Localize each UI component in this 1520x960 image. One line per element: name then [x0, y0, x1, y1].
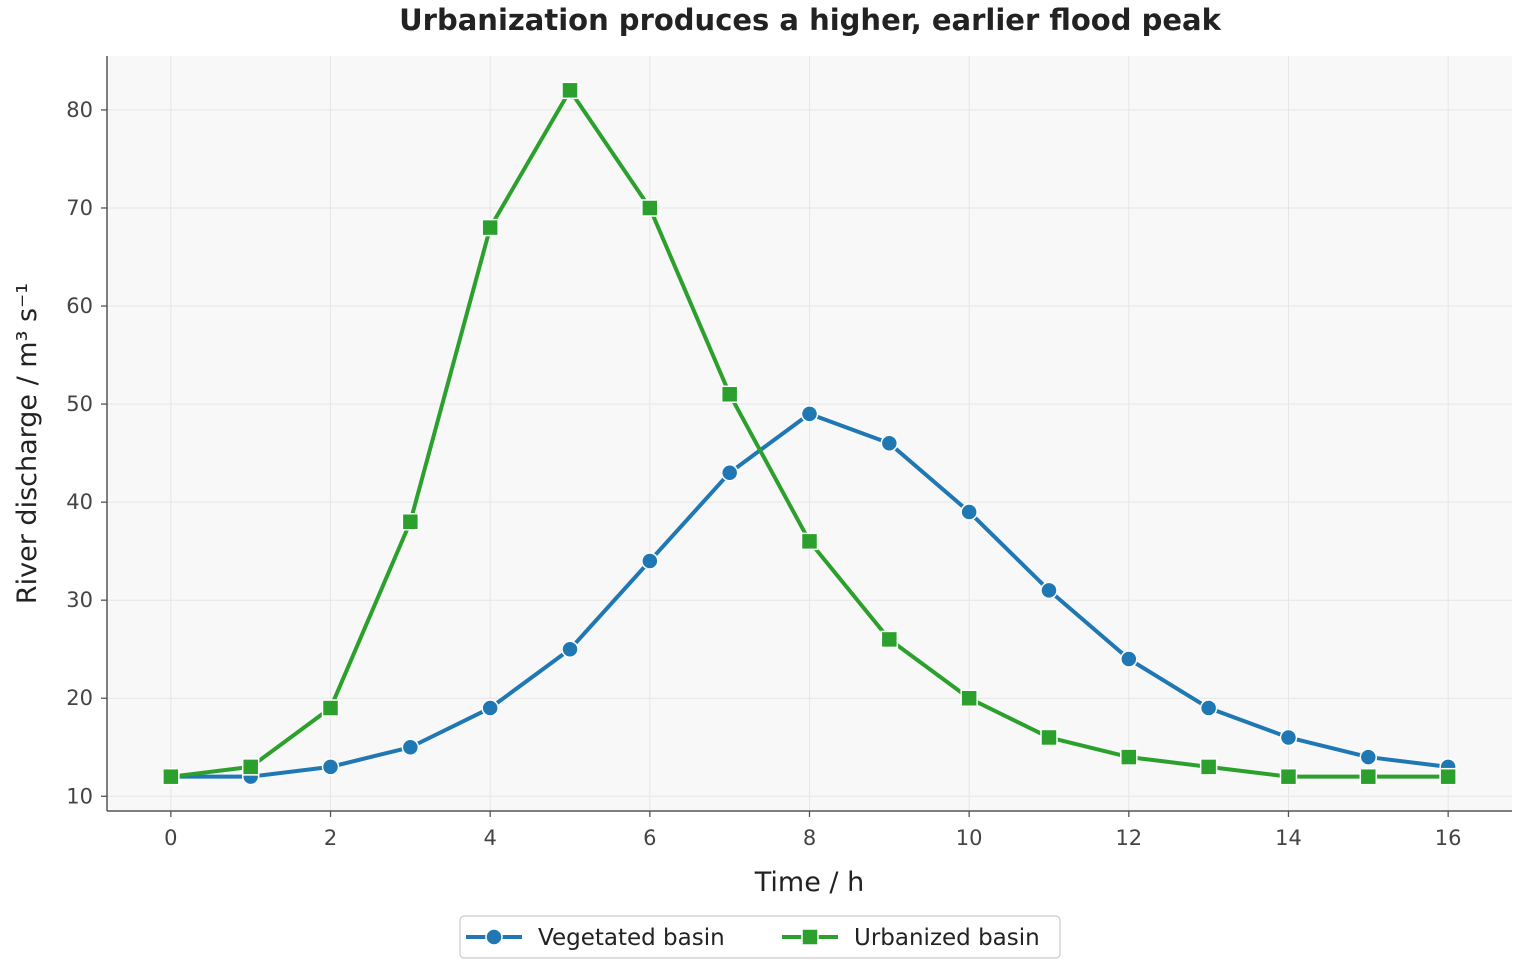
data-point-vegetated-basin	[1040, 581, 1058, 600]
data-point-vegetated-basin	[561, 640, 579, 658]
y-tick-label: 80	[66, 98, 93, 122]
legend-label: Urbanized basin	[854, 925, 1040, 951]
data-point-urbanized-basin	[720, 385, 739, 404]
series-urbanized-basin	[162, 81, 1457, 786]
data-point-vegetated-basin	[481, 699, 499, 717]
data-point-urbanized-basin	[1199, 758, 1218, 776]
grid	[107, 56, 1512, 811]
data-point-urbanized-basin	[1040, 728, 1058, 747]
legend-marker	[485, 928, 503, 946]
x-tick-label: 6	[643, 826, 656, 850]
data-point-vegetated-basin	[720, 463, 739, 482]
data-point-vegetated-basin	[960, 503, 978, 521]
x-tick-label: 4	[483, 826, 496, 850]
data-point-vegetated-basin	[800, 405, 819, 423]
x-tick-label: 14	[1275, 826, 1302, 850]
data-point-vegetated-basin	[880, 434, 899, 453]
data-point-urbanized-basin	[401, 512, 420, 531]
data-point-urbanized-basin	[960, 689, 978, 707]
legend: Vegetated basin Urbanized basin	[459, 915, 1061, 959]
x-tick-label: 2	[324, 826, 337, 850]
x-tick-label: 12	[1115, 826, 1142, 850]
y-tick-label: 50	[66, 392, 93, 416]
x-tick-label: 0	[164, 826, 177, 850]
ticks: 0 2 4 6 8 10 12 14 16 10 20 30 40 50 60 70 80	[66, 98, 1461, 850]
data-point-urbanized-basin	[641, 199, 659, 217]
legend-marker	[801, 928, 819, 946]
data-point-vegetated-basin	[1279, 728, 1298, 747]
data-point-urbanized-basin	[1120, 748, 1138, 766]
x-tick-label: 8	[803, 826, 816, 850]
y-tick-label: 30	[66, 588, 93, 612]
data-point-urbanized-basin	[1359, 767, 1378, 786]
series-vegetated-basin	[162, 405, 1457, 786]
y-tick-label: 10	[66, 784, 93, 808]
x-tick-label: 16	[1435, 826, 1462, 850]
data-point-urbanized-basin	[561, 81, 579, 100]
data-point-urbanized-basin	[321, 699, 340, 717]
legend-item-urbanized-basin: Urbanized basin	[782, 925, 1040, 951]
data-point-urbanized-basin	[481, 218, 499, 237]
data-point-urbanized-basin	[162, 767, 180, 786]
legend-box	[459, 915, 1061, 959]
y-tick-label: 70	[66, 196, 93, 220]
data-point-vegetated-basin	[401, 738, 420, 757]
data-point-vegetated-basin	[1359, 748, 1378, 766]
data-point-vegetated-basin	[641, 552, 659, 570]
data-point-urbanized-basin	[1279, 767, 1298, 786]
y-tick-label: 40	[66, 490, 93, 514]
data-point-urbanized-basin	[1439, 767, 1457, 786]
data-point-vegetated-basin	[1120, 650, 1138, 668]
x-tick-label: 10	[956, 826, 983, 850]
legend-item-vegetated-basin: Vegetated basin	[466, 925, 725, 951]
data-point-vegetated-basin	[321, 758, 340, 776]
series-layer	[162, 81, 1457, 786]
chart-title: Urbanization produces a higher, earlier …	[399, 3, 1221, 37]
legend-label: Vegetated basin	[538, 925, 725, 951]
x-axis-title: Time / h	[754, 867, 864, 898]
y-axis-title: River discharge / m³ s⁻¹	[12, 283, 43, 604]
y-tick-label: 20	[66, 686, 93, 710]
data-point-urbanized-basin	[241, 758, 260, 776]
data-point-urbanized-basin	[880, 630, 899, 649]
y-tick-label: 60	[66, 294, 93, 318]
data-point-urbanized-basin	[800, 532, 819, 551]
data-point-vegetated-basin	[1199, 699, 1218, 717]
